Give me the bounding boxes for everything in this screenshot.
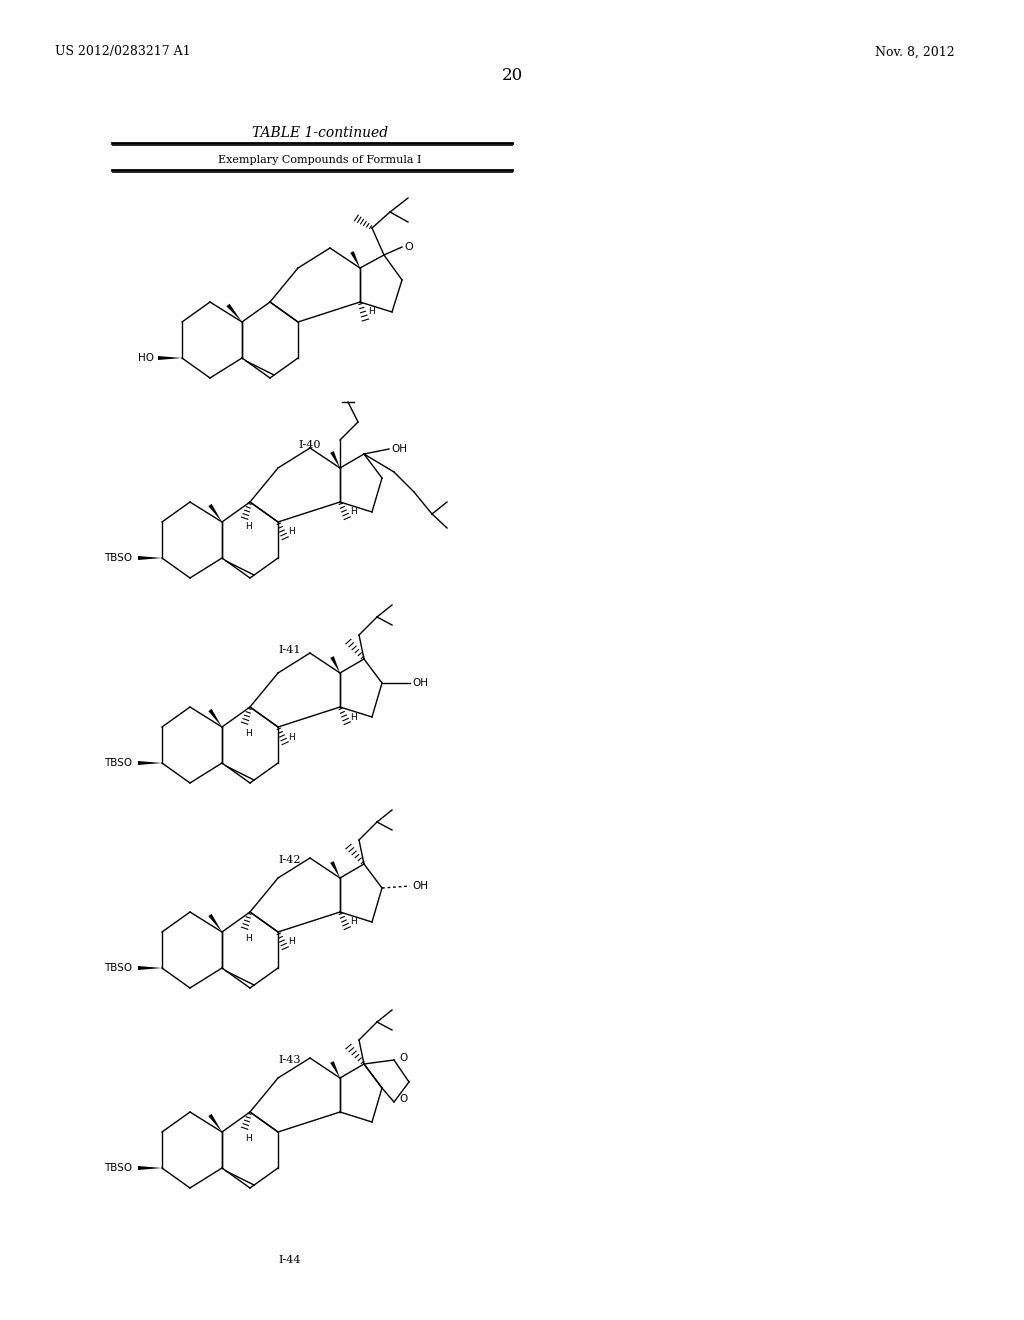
Text: TBSO: TBSO: [103, 964, 132, 973]
Polygon shape: [330, 1061, 340, 1078]
Text: TABLE 1-continued: TABLE 1-continued: [252, 125, 388, 140]
Text: H: H: [350, 507, 356, 516]
Text: O: O: [399, 1094, 408, 1104]
Polygon shape: [138, 1166, 162, 1170]
Text: H: H: [368, 308, 375, 317]
Text: US 2012/0283217 A1: US 2012/0283217 A1: [55, 45, 190, 58]
Text: Nov. 8, 2012: Nov. 8, 2012: [874, 45, 954, 58]
Polygon shape: [330, 451, 340, 469]
Text: TBSO: TBSO: [103, 553, 132, 564]
Text: H: H: [288, 528, 295, 536]
Text: I-42: I-42: [279, 855, 301, 865]
Text: I-41: I-41: [279, 645, 301, 655]
Text: H: H: [245, 1134, 251, 1143]
Text: OH: OH: [412, 678, 428, 688]
Text: H: H: [288, 937, 295, 946]
Polygon shape: [138, 556, 162, 560]
Text: I-44: I-44: [279, 1255, 301, 1265]
Polygon shape: [208, 1114, 222, 1133]
Polygon shape: [208, 913, 222, 932]
Text: OH: OH: [391, 444, 407, 454]
Text: H: H: [350, 713, 356, 722]
Text: O: O: [399, 1053, 408, 1063]
Text: I-40: I-40: [299, 440, 322, 450]
Text: H: H: [350, 917, 356, 927]
Text: H: H: [288, 733, 295, 742]
Text: Exemplary Compounds of Formula I: Exemplary Compounds of Formula I: [218, 154, 422, 165]
Polygon shape: [138, 966, 162, 970]
Polygon shape: [208, 709, 222, 727]
Text: H: H: [245, 935, 251, 942]
Text: O: O: [404, 242, 413, 252]
Polygon shape: [350, 251, 360, 268]
Text: H: H: [245, 521, 251, 531]
Text: H: H: [245, 729, 251, 738]
Text: HO: HO: [138, 352, 154, 363]
Text: I-43: I-43: [279, 1055, 301, 1065]
Text: 20: 20: [502, 66, 522, 83]
Polygon shape: [138, 762, 162, 766]
Polygon shape: [226, 304, 242, 322]
Polygon shape: [158, 356, 182, 360]
Text: TBSO: TBSO: [103, 758, 132, 768]
Text: TBSO: TBSO: [103, 1163, 132, 1173]
Polygon shape: [208, 504, 222, 521]
Text: OH: OH: [412, 880, 428, 891]
Polygon shape: [330, 861, 340, 878]
Polygon shape: [330, 656, 340, 673]
